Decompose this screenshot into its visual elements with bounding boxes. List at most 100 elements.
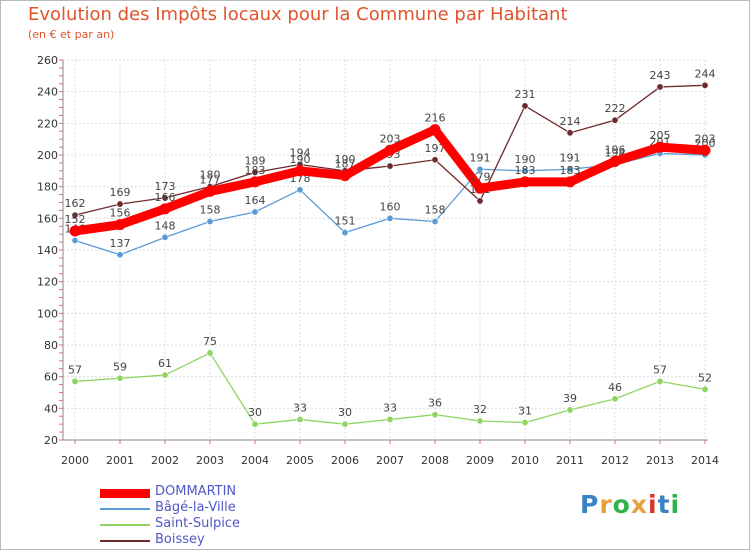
y-tick-label: 40 bbox=[44, 402, 58, 415]
legend-swatch bbox=[100, 524, 150, 526]
y-tick-label: 240 bbox=[37, 86, 58, 99]
data-point bbox=[204, 185, 216, 197]
y-tick-label: 20 bbox=[44, 434, 58, 447]
logo-letter: P bbox=[580, 490, 600, 519]
data-label: 160 bbox=[380, 200, 401, 213]
data-point bbox=[71, 211, 79, 219]
data-point bbox=[699, 144, 711, 156]
data-label: 194 bbox=[290, 147, 311, 160]
data-label: 222 bbox=[605, 102, 626, 115]
data-label: 30 bbox=[338, 406, 352, 419]
data-label: 183 bbox=[245, 164, 266, 177]
data-label: 57 bbox=[653, 363, 667, 376]
x-tick-label: 2007 bbox=[376, 454, 404, 467]
data-label: 196 bbox=[605, 143, 626, 156]
data-label: 183 bbox=[515, 164, 536, 177]
y-tick-label: 220 bbox=[37, 117, 58, 130]
data-point bbox=[116, 374, 124, 382]
logo-letter: x bbox=[630, 490, 648, 519]
y-tick-label: 180 bbox=[37, 181, 58, 194]
data-point bbox=[114, 219, 126, 231]
data-label: 31 bbox=[518, 405, 532, 418]
data-point bbox=[71, 377, 79, 385]
data-point bbox=[521, 102, 529, 110]
data-point bbox=[251, 420, 259, 428]
data-label: 148 bbox=[155, 219, 176, 232]
x-tick-label: 2000 bbox=[61, 454, 89, 467]
data-label: 244 bbox=[695, 67, 716, 80]
data-label: 203 bbox=[380, 132, 401, 145]
data-point bbox=[476, 165, 484, 173]
data-point bbox=[116, 251, 124, 259]
data-point bbox=[431, 411, 439, 419]
data-label: 191 bbox=[560, 151, 581, 164]
legend-item: DOMMARTIN bbox=[100, 484, 340, 501]
chart-title: Evolution des Impôts locaux pour la Comm… bbox=[28, 4, 568, 25]
data-point bbox=[339, 170, 351, 182]
line-chart: 20 40 60 80 100 120 140 160 180 200 220 240 260 2000 2… bbox=[37, 54, 719, 467]
data-point bbox=[701, 385, 709, 393]
x-tick-label: 2009 bbox=[466, 454, 494, 467]
data-point bbox=[294, 165, 306, 177]
data-point bbox=[431, 156, 439, 164]
data-point bbox=[251, 168, 259, 176]
y-tick-label: 80 bbox=[44, 339, 58, 352]
data-point bbox=[249, 176, 261, 188]
data-label: 214 bbox=[560, 115, 581, 128]
proxiti-logo: Proxiti bbox=[580, 490, 680, 519]
data-label: 190 bbox=[515, 153, 536, 166]
data-label: 32 bbox=[473, 403, 487, 416]
data-label: 191 bbox=[470, 151, 491, 164]
data-point bbox=[656, 83, 664, 91]
data-label: 152 bbox=[65, 213, 86, 226]
data-point bbox=[71, 237, 79, 245]
x-tick-label: 2011 bbox=[556, 454, 584, 467]
data-point bbox=[341, 420, 349, 428]
data-point bbox=[564, 176, 576, 188]
logo-letter: r bbox=[599, 490, 613, 519]
data-point bbox=[431, 218, 439, 226]
data-point bbox=[161, 194, 169, 202]
data-point bbox=[251, 208, 259, 216]
legend-swatch bbox=[100, 488, 150, 498]
data-label: 169 bbox=[110, 186, 131, 199]
x-tick-label: 2004 bbox=[241, 454, 269, 467]
y-tick-label: 100 bbox=[37, 307, 58, 320]
data-point bbox=[476, 197, 484, 205]
data-label: 173 bbox=[155, 180, 176, 193]
data-point bbox=[474, 182, 486, 194]
data-point bbox=[159, 203, 171, 215]
data-point bbox=[476, 417, 484, 425]
data-label: 137 bbox=[110, 237, 131, 250]
logo-letter: t bbox=[657, 490, 671, 519]
logo-letter: i bbox=[670, 490, 681, 519]
logo-letter: i bbox=[648, 490, 658, 519]
data-label: 187 bbox=[335, 158, 356, 171]
data-point bbox=[611, 395, 619, 403]
data-label: 36 bbox=[428, 397, 442, 410]
data-label: 59 bbox=[113, 360, 127, 373]
data-label: 33 bbox=[383, 401, 397, 414]
data-label: 162 bbox=[65, 197, 86, 210]
data-label: 190 bbox=[290, 153, 311, 166]
data-label: 189 bbox=[245, 154, 266, 167]
data-point bbox=[656, 377, 664, 385]
legend-label: Boissey bbox=[155, 532, 205, 547]
data-point bbox=[206, 349, 214, 357]
data-point bbox=[519, 176, 531, 188]
data-point bbox=[69, 225, 81, 237]
data-point bbox=[384, 144, 396, 156]
data-label: 57 bbox=[68, 363, 82, 376]
data-label: 243 bbox=[650, 69, 671, 82]
x-tick-label: 2006 bbox=[331, 454, 359, 467]
data-point bbox=[386, 214, 394, 222]
data-point bbox=[206, 218, 214, 226]
data-label: 61 bbox=[158, 357, 172, 370]
legend-swatch bbox=[100, 508, 150, 510]
y-tick-label: 160 bbox=[37, 212, 58, 225]
data-point bbox=[161, 371, 169, 379]
data-label: 216 bbox=[425, 112, 446, 125]
data-point bbox=[386, 162, 394, 170]
data-point bbox=[296, 415, 304, 423]
data-point bbox=[609, 155, 621, 167]
